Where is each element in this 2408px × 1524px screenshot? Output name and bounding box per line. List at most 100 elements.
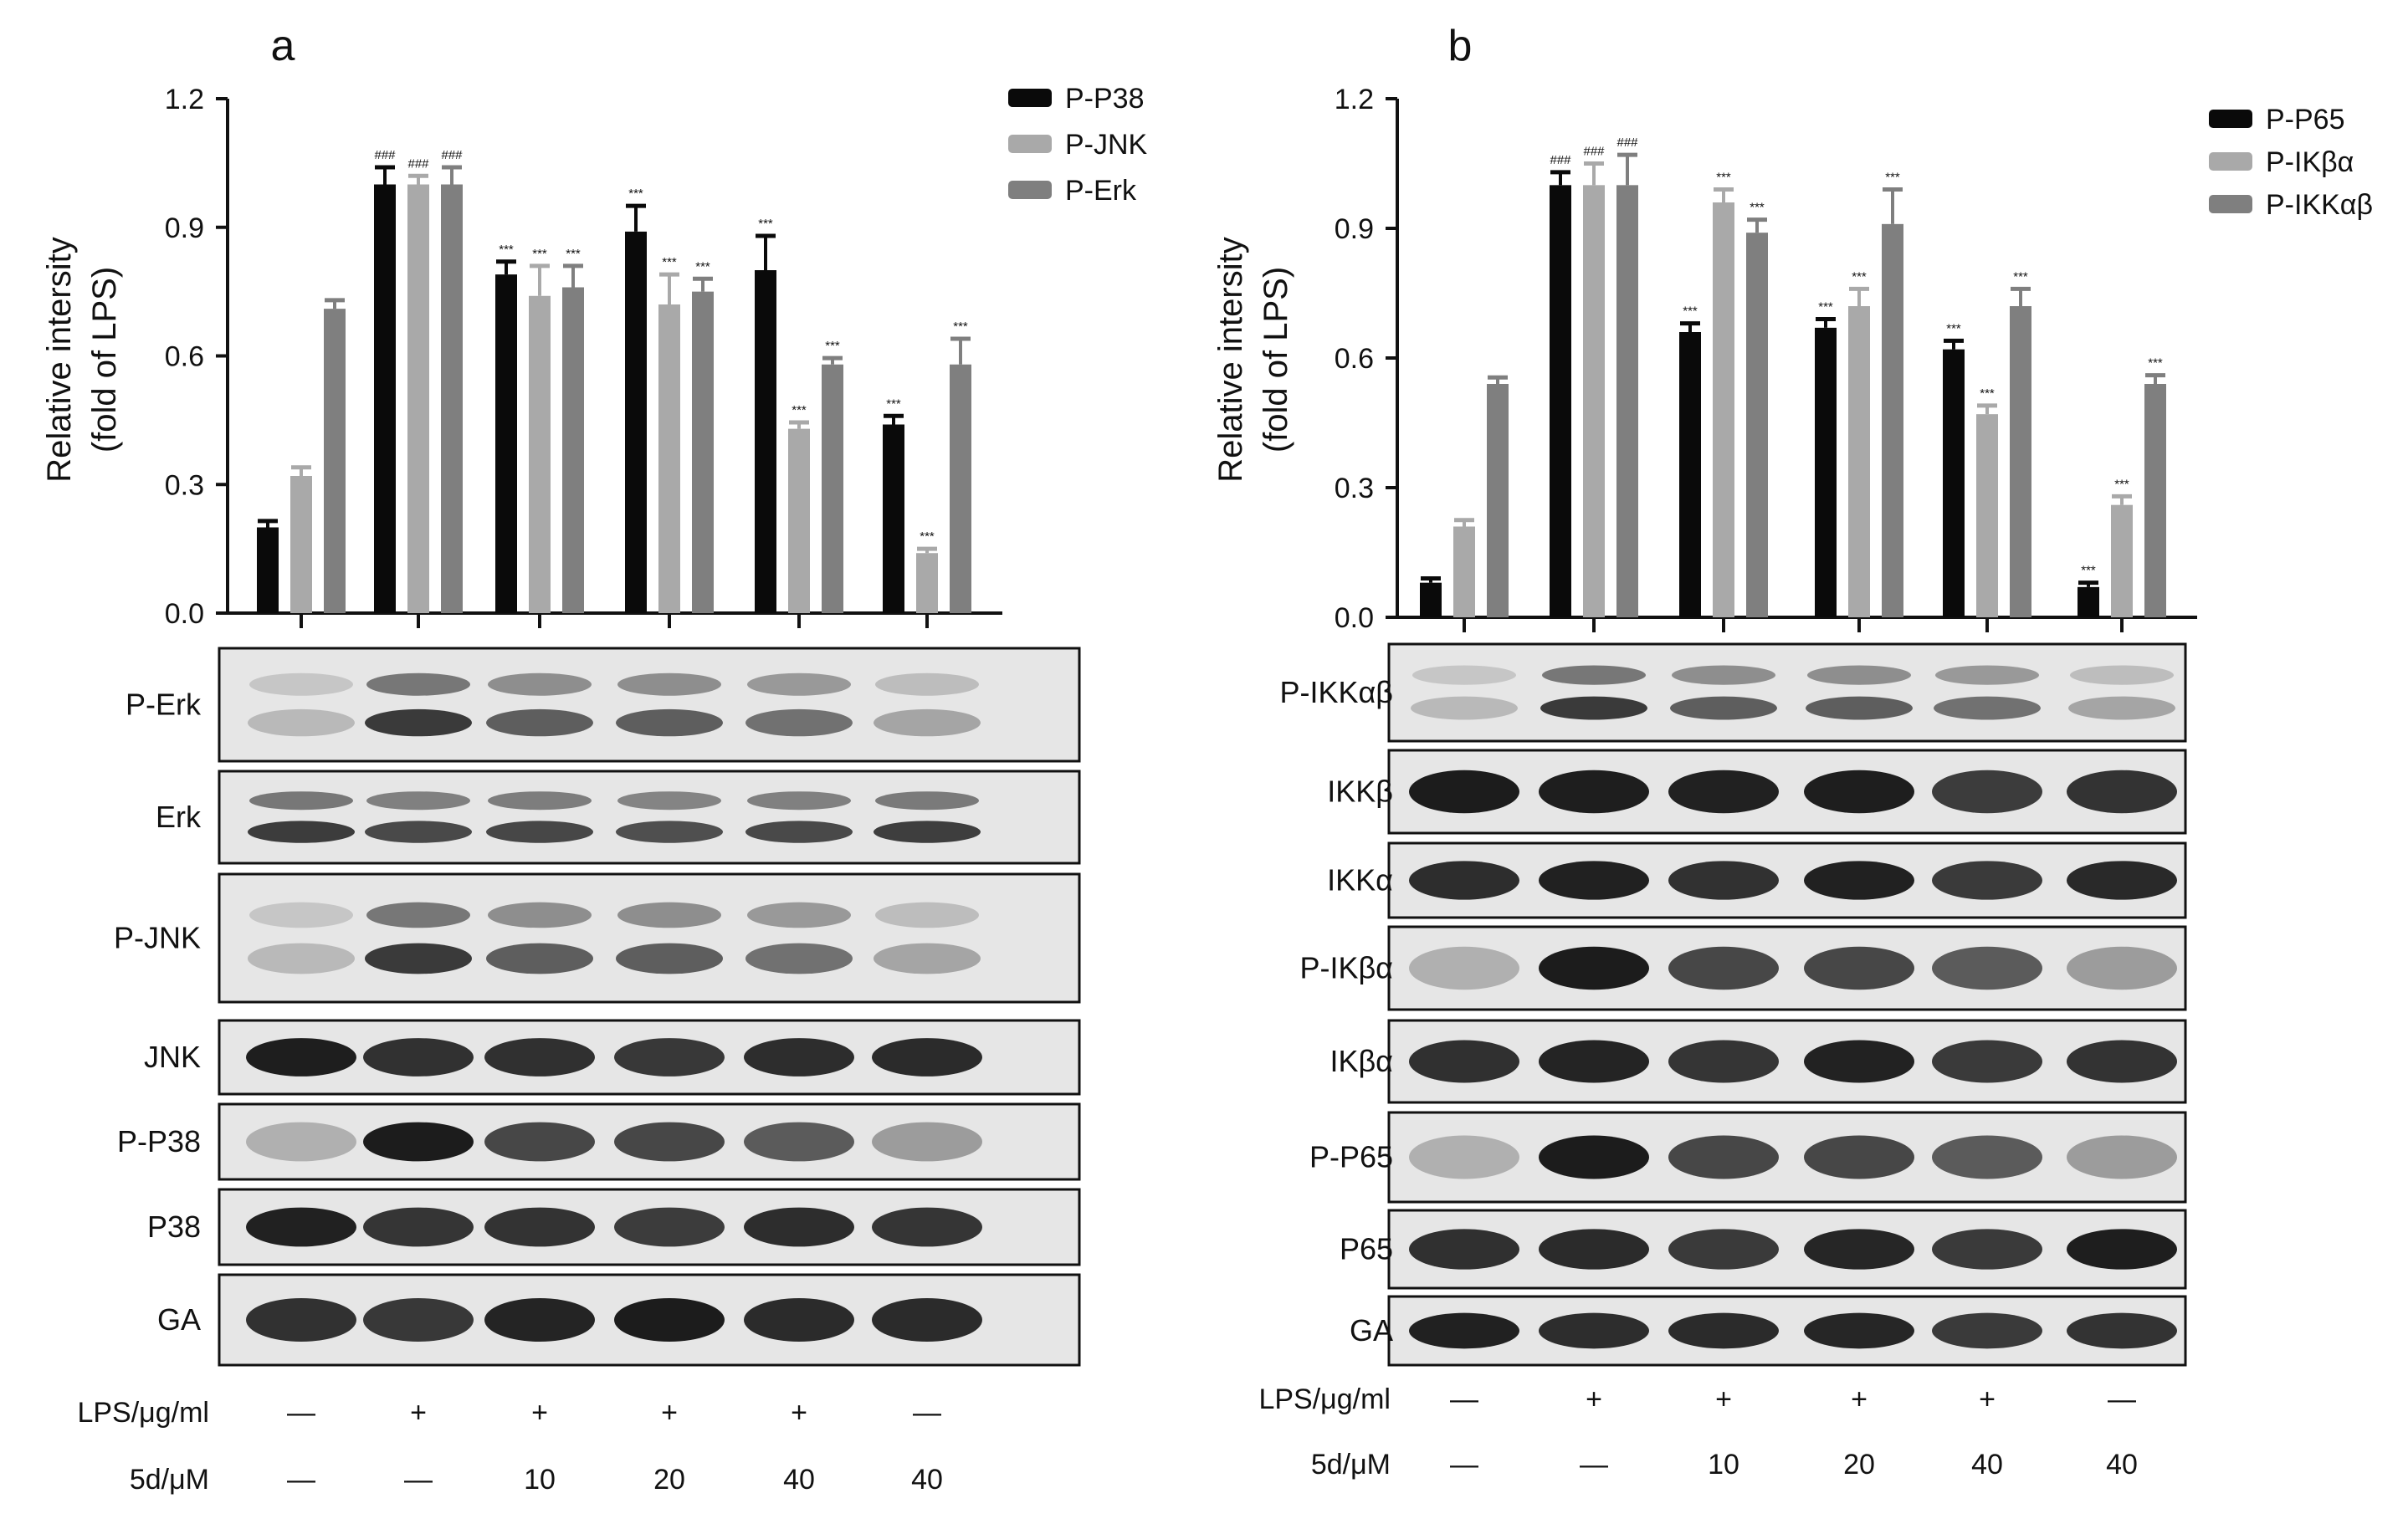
condition-value: 20 bbox=[1843, 1449, 1875, 1481]
y-axis-label-line2: (fold of LPS) bbox=[86, 267, 123, 453]
bar bbox=[658, 304, 680, 613]
blot-frame bbox=[1387, 1111, 2187, 1204]
blot-band bbox=[363, 1122, 474, 1162]
blot-band bbox=[747, 902, 851, 928]
condition-value: + bbox=[1979, 1383, 1996, 1415]
blot-row: P-IKKαβ bbox=[1279, 642, 2187, 743]
bar bbox=[2010, 306, 2031, 617]
y-tick-label: 1.2 bbox=[165, 84, 204, 115]
condition-value: — bbox=[1450, 1383, 1478, 1415]
blot-frame bbox=[1387, 642, 2187, 743]
blot-band bbox=[872, 1038, 982, 1077]
blot-band bbox=[484, 1038, 595, 1077]
blot-band bbox=[1668, 1040, 1779, 1083]
blot-band bbox=[363, 1038, 474, 1077]
blot-band bbox=[1409, 1135, 1519, 1179]
blot-band bbox=[1539, 1135, 1649, 1179]
blot-frame bbox=[1387, 1209, 2187, 1290]
condition-value: — bbox=[1580, 1449, 1608, 1481]
blot-band bbox=[1409, 946, 1519, 990]
condition-value: — bbox=[1450, 1449, 1478, 1481]
blot-row: IKKα bbox=[1327, 841, 2187, 919]
blot-band bbox=[484, 1207, 595, 1247]
significance-mark: *** bbox=[886, 396, 901, 411]
blot-band bbox=[1932, 1040, 2042, 1083]
blot-band bbox=[745, 943, 853, 974]
significance-mark: *** bbox=[2114, 477, 2129, 491]
significance-mark: *** bbox=[628, 187, 643, 201]
blot-band bbox=[484, 1298, 595, 1342]
blot-band bbox=[875, 673, 979, 696]
legend-label: P-P38 bbox=[1065, 83, 1145, 115]
blot-band bbox=[1411, 696, 1518, 720]
condition-label: 5d/μM bbox=[130, 1464, 209, 1496]
blot-band bbox=[1932, 1135, 2042, 1179]
panel-b: b Relative intersity (fold of LPS) 0.0 0.3 0.… bbox=[1212, 22, 2373, 1481]
blot-band bbox=[1409, 1040, 1519, 1083]
blot-band bbox=[1670, 696, 1777, 720]
blot-band bbox=[617, 791, 721, 811]
significance-mark: *** bbox=[695, 259, 710, 274]
blot-band bbox=[248, 821, 355, 843]
blot-row: Erk bbox=[156, 770, 1081, 865]
legend-swatch bbox=[2209, 110, 2252, 128]
blot-band bbox=[614, 1207, 725, 1247]
bar bbox=[1713, 202, 1734, 617]
blot-band bbox=[747, 791, 851, 811]
bar bbox=[1583, 185, 1605, 618]
blot-band bbox=[1409, 770, 1519, 814]
bar bbox=[1848, 306, 1870, 617]
y-axis-label: Relative intersity (fold of LPS) bbox=[41, 237, 123, 482]
blot-label: P38 bbox=[147, 1209, 201, 1244]
panel-label: a bbox=[271, 22, 295, 70]
bar bbox=[788, 428, 810, 613]
bar bbox=[290, 476, 312, 613]
blot-band bbox=[1672, 665, 1775, 685]
significance-mark: *** bbox=[1980, 386, 1995, 401]
blot-band bbox=[1539, 1040, 1649, 1083]
bar bbox=[1746, 233, 1768, 617]
blot-band bbox=[486, 943, 593, 974]
blot-band bbox=[249, 902, 353, 928]
blot-band bbox=[249, 791, 353, 811]
significance-mark: *** bbox=[920, 529, 935, 544]
blot-frame bbox=[1387, 1295, 2187, 1367]
blot-band bbox=[1804, 1312, 1914, 1349]
condition-value: — bbox=[2108, 1383, 2136, 1415]
y-axis-label: Relative intersity (fold of LPS) bbox=[1212, 237, 1294, 482]
bar bbox=[1453, 526, 1475, 617]
blot-frame bbox=[1387, 1019, 2187, 1104]
blot-row: P-P38 bbox=[117, 1102, 1081, 1181]
blot-band bbox=[1807, 665, 1911, 685]
y-tick-label: 0.6 bbox=[1335, 343, 1374, 375]
blot-band bbox=[1668, 770, 1779, 814]
blot-band bbox=[363, 1298, 474, 1342]
legend-swatch bbox=[2209, 152, 2252, 171]
bar bbox=[2144, 384, 2166, 617]
blot-band bbox=[874, 821, 981, 843]
blot-row: P-JNK bbox=[114, 872, 1081, 1004]
blot-frame bbox=[1387, 925, 2187, 1011]
blot-band bbox=[1539, 861, 1649, 900]
bar bbox=[1943, 349, 1965, 617]
bar bbox=[822, 364, 843, 613]
condition-value: + bbox=[1851, 1383, 1867, 1415]
significance-mark: *** bbox=[532, 247, 547, 261]
blot-label: P-IKβα bbox=[1299, 951, 1393, 985]
blot-band bbox=[365, 943, 472, 974]
blot-row: P-P65 bbox=[1309, 1111, 2187, 1204]
bar bbox=[407, 184, 429, 613]
blot-band bbox=[366, 902, 470, 928]
panel-a: a Relative intersity (fold of LPS) 0.0 0.3 0.… bbox=[41, 22, 1148, 1496]
bar bbox=[1976, 414, 1998, 617]
legend-label: P-IKβα bbox=[2266, 146, 2354, 178]
blot-label: JNK bbox=[144, 1040, 201, 1074]
condition-value: 40 bbox=[783, 1464, 815, 1496]
blot-row: P38 bbox=[147, 1188, 1081, 1266]
bar bbox=[257, 527, 279, 613]
condition-value: + bbox=[791, 1397, 807, 1429]
blot-band bbox=[2067, 1040, 2177, 1083]
significance-mark: *** bbox=[953, 320, 968, 334]
blot-frame bbox=[218, 647, 1081, 763]
